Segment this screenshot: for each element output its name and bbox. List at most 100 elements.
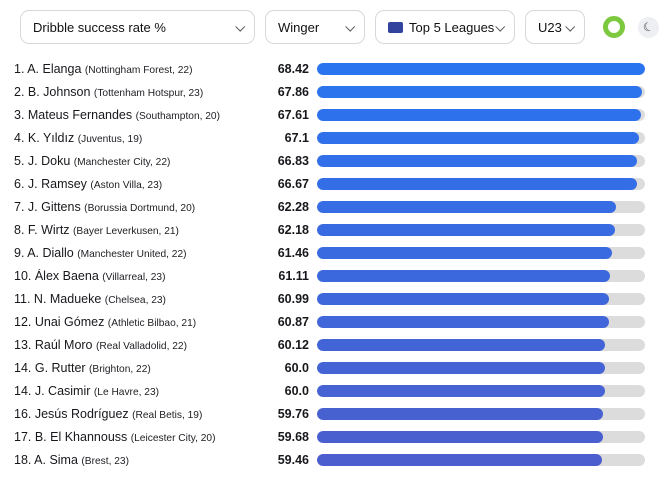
player-name: 3. Mateus Fernandes (14, 107, 136, 122)
bar-track (317, 223, 645, 236)
player-club: (Juventus, 19) (77, 133, 143, 145)
player-value: 66.67 (277, 176, 309, 191)
player-club: (Chelsea, 23) (104, 294, 166, 306)
player-label: 10. Álex Baena (Villarreal, 23) (14, 269, 259, 283)
bar-fill (317, 407, 604, 420)
bar-track (317, 246, 645, 259)
bar-track (317, 384, 645, 397)
player-row: 14. G. Rutter (Brighton, 22) 60.0 (14, 356, 645, 379)
player-row: 4. K. Yıldız (Juventus, 19) 67.1 (14, 126, 645, 149)
player-name: 12. Unai Gómez (14, 314, 108, 329)
player-value: 59.68 (277, 429, 309, 444)
filter-bar: Dribble success rate % Winger Top 5 Leag… (0, 0, 660, 44)
bar-fill (317, 154, 638, 167)
player-row: 2. B. Johnson (Tottenham Hotspur, 23) 67.… (14, 80, 645, 103)
player-row: 17. B. El Khannouss (Leicester City, 20)… (14, 425, 645, 448)
bar-fill (317, 177, 637, 190)
dark-mode-toggle[interactable]: ☾ (638, 16, 659, 38)
leaderboard: 1. A. Elanga (Nottingham Forest, 22) 68.4… (14, 57, 645, 471)
bar-fill (317, 292, 610, 305)
player-label: 14. J. Casimir (Le Havre, 23) (14, 384, 259, 398)
bar-fill (317, 384, 605, 397)
player-value: 67.61 (277, 107, 309, 122)
moon-icon: ☾ (641, 18, 656, 36)
bar-track (317, 154, 645, 167)
status-ring-icon[interactable] (603, 16, 625, 38)
metric-dropdown-label: Dribble success rate % (33, 19, 166, 35)
player-label: 1. A. Elanga (Nottingham Forest, 22) (14, 62, 259, 76)
player-name: 13. Raúl Moro (14, 337, 96, 352)
player-label: 8. F. Wirtz (Bayer Leverkusen, 21) (14, 223, 259, 237)
player-label: 6. J. Ramsey (Aston Villa, 23) (14, 177, 259, 191)
age-dropdown[interactable]: U23 (525, 10, 585, 44)
player-row: 1. A. Elanga (Nottingham Forest, 22) 68.4… (14, 57, 645, 80)
bar-track (317, 430, 645, 443)
player-name: 4. K. Yıldız (14, 130, 78, 145)
player-club: (Borussia Dortmund, 20) (84, 202, 196, 214)
player-value: 60.87 (277, 314, 309, 329)
player-name: 2. B. Johnson (14, 84, 94, 99)
player-value: 61.11 (278, 268, 309, 283)
player-name: 7. J. Gittens (14, 199, 85, 214)
player-label: 3. Mateus Fernandes (Southampton, 20) (14, 108, 259, 122)
player-label: 17. B. El Khannouss (Leicester City, 20) (14, 430, 259, 444)
player-value: 59.46 (277, 452, 309, 467)
player-club: (Le Havre, 23) (93, 386, 160, 398)
bar-fill (317, 338, 606, 351)
player-value: 67.86 (277, 84, 309, 99)
player-club: (Real Valladolid, 22) (95, 340, 187, 352)
player-club: (Leicester City, 20) (130, 432, 216, 444)
bar-track (317, 108, 645, 121)
player-name: 14. J. Casimir (14, 383, 94, 398)
player-name: 6. J. Ramsey (14, 176, 91, 191)
league-dropdown[interactable]: Top 5 Leagues (375, 10, 515, 44)
player-club: (Manchester City, 22) (73, 156, 171, 168)
player-row: 12. Unai Gómez (Athletic Bilbao, 21) 60.8… (14, 310, 645, 333)
bar-fill (317, 269, 610, 282)
chevron-down-icon (235, 21, 246, 32)
player-row: 18. A. Sima (Brest, 23) 59.46 (14, 448, 645, 471)
player-label: 4. K. Yıldız (Juventus, 19) (14, 131, 259, 145)
player-value: 60.12 (277, 337, 309, 352)
player-name: 9. A. Diallo (14, 245, 78, 260)
player-club: (Real Betis, 19) (132, 409, 203, 421)
player-club: (Villarreal, 23) (102, 271, 166, 283)
bar-track (317, 177, 645, 190)
player-row: 16. Jesús Rodríguez (Real Betis, 19) 59.7… (14, 402, 645, 425)
bar-fill (317, 361, 605, 374)
metric-dropdown[interactable]: Dribble success rate % (20, 10, 255, 44)
player-name: 10. Álex Baena (14, 268, 103, 283)
bar-track (317, 338, 645, 351)
bar-fill (317, 85, 643, 98)
player-club: (Nottingham Forest, 22) (84, 64, 193, 76)
eu-flag-icon (388, 21, 403, 33)
league-dropdown-label: Top 5 Leagues (409, 19, 495, 35)
chevron-down-icon (495, 21, 506, 32)
player-name: 16. Jesús Rodríguez (14, 406, 133, 421)
position-dropdown[interactable]: Winger (265, 10, 365, 44)
bar-track (317, 361, 645, 374)
player-label: 5. J. Doku (Manchester City, 22) (14, 154, 259, 168)
player-label: 13. Raúl Moro (Real Valladolid, 22) (14, 338, 259, 352)
bar-track (317, 200, 645, 213)
player-value: 68.42 (277, 61, 309, 76)
player-row: 9. A. Diallo (Manchester United, 22) 61.4… (14, 241, 645, 264)
player-club: (Tottenham Hotspur, 23) (93, 87, 204, 99)
player-club: (Brest, 23) (81, 455, 129, 467)
chevron-down-icon (345, 21, 356, 32)
player-label: 7. J. Gittens (Borussia Dortmund, 20) (14, 200, 259, 214)
bar-fill (317, 453, 603, 466)
player-label: 12. Unai Gómez (Athletic Bilbao, 21) (14, 315, 259, 329)
bar-fill (317, 62, 645, 75)
bar-track (317, 62, 645, 75)
bar-fill (317, 131, 639, 144)
bar-fill (317, 430, 604, 443)
chevron-down-icon (565, 21, 576, 32)
bar-track (317, 453, 645, 466)
player-value: 59.76 (277, 406, 309, 421)
player-value: 67.1 (284, 130, 309, 145)
player-value: 60.99 (277, 291, 309, 306)
player-row: 8. F. Wirtz (Bayer Leverkusen, 21) 62.18 (14, 218, 645, 241)
player-row: 13. Raúl Moro (Real Valladolid, 22) 60.12 (14, 333, 645, 356)
player-value: 61.46 (277, 245, 309, 260)
